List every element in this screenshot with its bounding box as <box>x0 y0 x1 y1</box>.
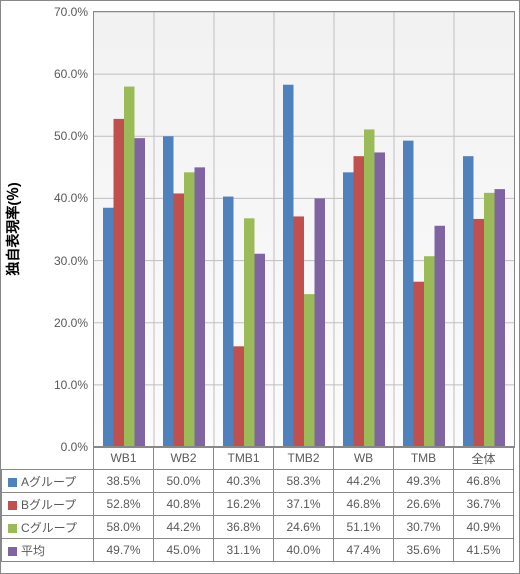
data-table: WB1WB2TMB1TMB2WBTMB全体 Aグループ 38.5%50.0%40.3… <box>1 446 514 562</box>
value-cell: 36.7% <box>454 493 514 516</box>
value-cell: 26.6% <box>394 493 454 516</box>
bar <box>435 226 446 447</box>
y-tick-label: 10.0% <box>54 378 88 392</box>
bar <box>255 254 266 447</box>
data-table-wrap: WB1WB2TMB1TMB2WBTMB全体 Aグループ 38.5%50.0%40.3… <box>1 446 513 562</box>
value-cell: 31.1% <box>214 539 274 562</box>
chart-frame: 独自表現率(％) 0.0%10.0%20.0%30.0%40.0%50.0%60… <box>0 0 520 574</box>
value-cell: 40.3% <box>214 470 274 493</box>
plot-svg <box>94 12 514 447</box>
category-header: WB1 <box>94 447 154 470</box>
bar <box>283 85 294 447</box>
value-cell: 46.8% <box>454 470 514 493</box>
bar <box>364 129 375 447</box>
value-cell: 40.8% <box>154 493 214 516</box>
value-cell: 44.2% <box>334 470 394 493</box>
category-header: TMB2 <box>274 447 334 470</box>
header-blank <box>2 447 94 470</box>
bar <box>163 136 174 447</box>
bar <box>124 87 135 447</box>
bar <box>484 193 495 447</box>
bar <box>174 193 185 447</box>
table-row: Bグループ 52.8%40.8%16.2%37.1%46.8%26.6%36.7% <box>2 493 514 516</box>
series-name: 平均 <box>21 544 45 558</box>
series-label-cell: Cグループ <box>2 516 94 539</box>
category-row: WB1WB2TMB1TMB2WBTMB全体 <box>2 447 514 470</box>
table-row: Cグループ 58.0%44.2%36.8%24.6%51.1%30.7%40.9% <box>2 516 514 539</box>
value-cell: 30.7% <box>394 516 454 539</box>
value-cell: 36.8% <box>214 516 274 539</box>
value-cell: 51.1% <box>334 516 394 539</box>
y-tick-label: 20.0% <box>54 316 88 330</box>
category-header: WB2 <box>154 447 214 470</box>
bar <box>343 172 354 447</box>
legend-marker <box>8 547 17 556</box>
value-cell: 58.0% <box>94 516 154 539</box>
value-cell: 37.1% <box>274 493 334 516</box>
table-row: Aグループ 38.5%50.0%40.3%58.3%44.2%49.3%46.8% <box>2 470 514 493</box>
y-axis-label: 独自表現率(％) <box>3 182 23 275</box>
value-cell: 24.6% <box>274 516 334 539</box>
bar <box>114 119 125 447</box>
series-label-cell: 平均 <box>2 539 94 562</box>
legend-marker <box>8 501 17 510</box>
value-cell: 49.3% <box>394 470 454 493</box>
category-header: WB <box>334 447 394 470</box>
series-name: Aグループ <box>21 475 76 489</box>
series-label-cell: Bグループ <box>2 493 94 516</box>
legend-marker <box>8 478 17 487</box>
value-cell: 58.3% <box>274 470 334 493</box>
bar <box>184 172 195 447</box>
y-tick-label: 70.0% <box>54 5 88 19</box>
bar <box>414 282 425 447</box>
value-cell: 47.4% <box>334 539 394 562</box>
plot-area: 0.0%10.0%20.0%30.0%40.0%50.0%60.0%70.0% <box>93 11 515 448</box>
bar <box>315 198 326 447</box>
value-cell: 46.8% <box>334 493 394 516</box>
y-tick-label: 50.0% <box>54 129 88 143</box>
y-tick-label: 30.0% <box>54 254 88 268</box>
bar <box>463 156 474 447</box>
bar <box>354 156 365 447</box>
value-cell: 49.7% <box>94 539 154 562</box>
y-tick-label: 60.0% <box>54 67 88 81</box>
bar <box>135 138 146 447</box>
series-name: Bグループ <box>21 498 76 512</box>
series-name: Cグループ <box>21 521 77 535</box>
bar <box>244 218 255 447</box>
bar <box>304 294 315 447</box>
bar <box>424 256 435 447</box>
value-cell: 44.2% <box>154 516 214 539</box>
bar <box>403 141 414 447</box>
value-cell: 40.0% <box>274 539 334 562</box>
bar <box>195 167 206 447</box>
category-header: 全体 <box>454 447 514 470</box>
bar <box>103 208 114 447</box>
bar <box>294 216 305 447</box>
value-cell: 40.9% <box>454 516 514 539</box>
bar <box>495 189 506 447</box>
value-cell: 16.2% <box>214 493 274 516</box>
y-tick-label: 40.0% <box>54 191 88 205</box>
bar <box>234 346 245 447</box>
value-cell: 35.6% <box>394 539 454 562</box>
value-cell: 38.5% <box>94 470 154 493</box>
bar <box>474 219 485 447</box>
value-cell: 45.0% <box>154 539 214 562</box>
table-row: 平均 49.7%45.0%31.1%40.0%47.4%35.6%41.5% <box>2 539 514 562</box>
value-cell: 50.0% <box>154 470 214 493</box>
value-cell: 41.5% <box>454 539 514 562</box>
category-header: TMB1 <box>214 447 274 470</box>
category-header: TMB <box>394 447 454 470</box>
series-label-cell: Aグループ <box>2 470 94 493</box>
bar <box>223 197 234 447</box>
legend-marker <box>8 524 17 533</box>
bar <box>375 152 386 447</box>
value-cell: 52.8% <box>94 493 154 516</box>
